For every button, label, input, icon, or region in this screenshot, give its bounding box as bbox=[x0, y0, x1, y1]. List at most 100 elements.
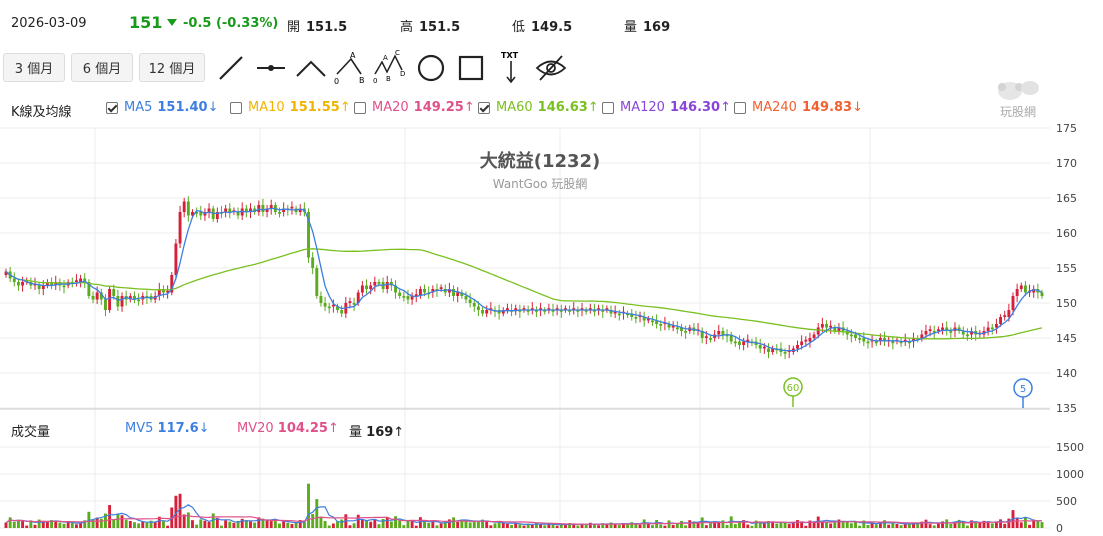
volume-bar bbox=[145, 522, 149, 528]
candle-body bbox=[116, 296, 120, 307]
volume-bar bbox=[974, 521, 978, 528]
volume-bar bbox=[941, 521, 944, 528]
ma20-toggle[interactable]: MA20 149.25 ↑ bbox=[354, 100, 475, 115]
candle-body bbox=[182, 201, 186, 212]
candle-body bbox=[924, 331, 928, 335]
volume-bar bbox=[249, 521, 252, 528]
volume-bar bbox=[157, 516, 161, 528]
mv20-arrow: ↑ bbox=[327, 421, 339, 436]
abcd-pattern-icon[interactable]: AC B D 0 bbox=[372, 50, 406, 86]
ma10-arrow: ↑ bbox=[339, 100, 351, 115]
candle-body bbox=[431, 289, 435, 293]
price-tick-label: 160 bbox=[1056, 227, 1077, 240]
candle-body bbox=[257, 205, 261, 212]
line-tool-icon[interactable] bbox=[214, 50, 248, 86]
volume-bar bbox=[41, 520, 45, 528]
volume-bar bbox=[307, 483, 310, 528]
volume-bar bbox=[559, 523, 563, 528]
ma120-checkbox[interactable] bbox=[602, 101, 614, 114]
volume-bar bbox=[584, 524, 588, 528]
candle-body bbox=[783, 352, 787, 354]
candle-body bbox=[215, 212, 219, 219]
candle-body bbox=[994, 324, 998, 328]
candle-body bbox=[481, 310, 485, 314]
volume-bar bbox=[1040, 522, 1044, 528]
ma120-toggle[interactable]: MA120 146.30 ↑ bbox=[602, 100, 731, 115]
quote-open: 開 151.5 bbox=[287, 16, 347, 35]
ma60-checkbox[interactable] bbox=[478, 101, 490, 114]
candle-body bbox=[796, 345, 799, 349]
volume-bar bbox=[352, 523, 356, 528]
volume-bar bbox=[257, 517, 261, 528]
marker-label: 60 bbox=[787, 383, 800, 394]
volume-bar bbox=[994, 521, 998, 528]
vol-label: 量 169↑ bbox=[349, 421, 404, 440]
volume-bar bbox=[302, 521, 306, 528]
ma240-checkbox[interactable] bbox=[734, 101, 746, 114]
candle-body bbox=[460, 292, 464, 296]
volume-bar bbox=[783, 522, 787, 528]
ma240-toggle[interactable]: MA240 149.83 ↓ bbox=[734, 100, 863, 115]
text-tool-icon[interactable]: TXT bbox=[494, 50, 528, 86]
candle-body bbox=[406, 296, 410, 300]
circle-tool-icon[interactable] bbox=[414, 50, 448, 86]
volume-tick-label: 500 bbox=[1056, 495, 1077, 508]
volume-bar bbox=[406, 519, 410, 528]
ma10-checkbox[interactable] bbox=[230, 101, 242, 114]
abc-letter-0: 0 bbox=[334, 77, 339, 86]
volume-bar bbox=[21, 521, 25, 528]
candle-body bbox=[878, 338, 882, 342]
candle-body bbox=[717, 331, 721, 335]
volume-bar bbox=[895, 523, 899, 528]
candle-body bbox=[559, 310, 563, 312]
volume-bar bbox=[4, 522, 8, 528]
volume-bar bbox=[684, 525, 688, 528]
volume-bar bbox=[986, 522, 990, 528]
ma60-toggle[interactable]: MA60 146.63 ↑ bbox=[478, 100, 599, 115]
candle-body bbox=[62, 285, 66, 288]
volume-bar bbox=[704, 525, 708, 528]
volume-bar bbox=[220, 525, 223, 528]
candle-body bbox=[733, 341, 737, 344]
candle-body bbox=[675, 327, 679, 330]
candle-body bbox=[729, 334, 733, 342]
ma5-toggle[interactable]: MA5 151.40 ↓ bbox=[106, 100, 218, 115]
candle-body bbox=[671, 325, 675, 328]
candle-body bbox=[746, 339, 750, 342]
candle-body bbox=[95, 292, 99, 300]
candle-body bbox=[323, 303, 327, 307]
hide-drawings-icon[interactable] bbox=[534, 50, 568, 86]
vol-name: 量 bbox=[349, 425, 363, 440]
volume-bar bbox=[481, 519, 485, 528]
down-triangle-icon bbox=[167, 19, 177, 26]
candle-body bbox=[4, 271, 8, 275]
vol-arrow: ↑ bbox=[393, 425, 405, 440]
volume-bar bbox=[116, 514, 120, 528]
volume-bar bbox=[961, 521, 965, 528]
range-6m-button[interactable]: 6 個月 bbox=[71, 53, 133, 82]
abc-pattern-icon[interactable]: A B 0 bbox=[333, 50, 367, 86]
volume-bar bbox=[373, 519, 377, 528]
ma10-toggle[interactable]: MA10 151.55 ↑ bbox=[230, 100, 351, 115]
open-label: 開 bbox=[287, 20, 301, 35]
candle-body bbox=[282, 208, 286, 212]
volume-bar bbox=[837, 519, 841, 528]
volume-bar bbox=[891, 522, 895, 528]
volume-bar bbox=[211, 513, 215, 528]
ma5-checkbox[interactable] bbox=[106, 101, 118, 114]
ma20-checkbox[interactable] bbox=[354, 101, 366, 114]
volume-bar bbox=[563, 525, 567, 528]
range-3m-button[interactable]: 3 個月 bbox=[3, 53, 65, 82]
candle-body bbox=[25, 280, 29, 282]
volume-bar bbox=[319, 516, 323, 528]
volume-bar bbox=[738, 522, 741, 528]
volume-bar bbox=[50, 520, 54, 528]
volume-bar bbox=[45, 522, 49, 528]
candle-body bbox=[91, 296, 95, 300]
rect-tool-icon[interactable] bbox=[454, 50, 488, 86]
volume-legend: 成交量 MV5 117.6↓ MV20 104.25↑ 量 169↑ bbox=[0, 419, 600, 440]
segment-tool-icon[interactable] bbox=[254, 50, 288, 86]
angle-tool-icon[interactable] bbox=[294, 50, 328, 86]
range-12m-button[interactable]: 12 個月 bbox=[139, 53, 205, 82]
